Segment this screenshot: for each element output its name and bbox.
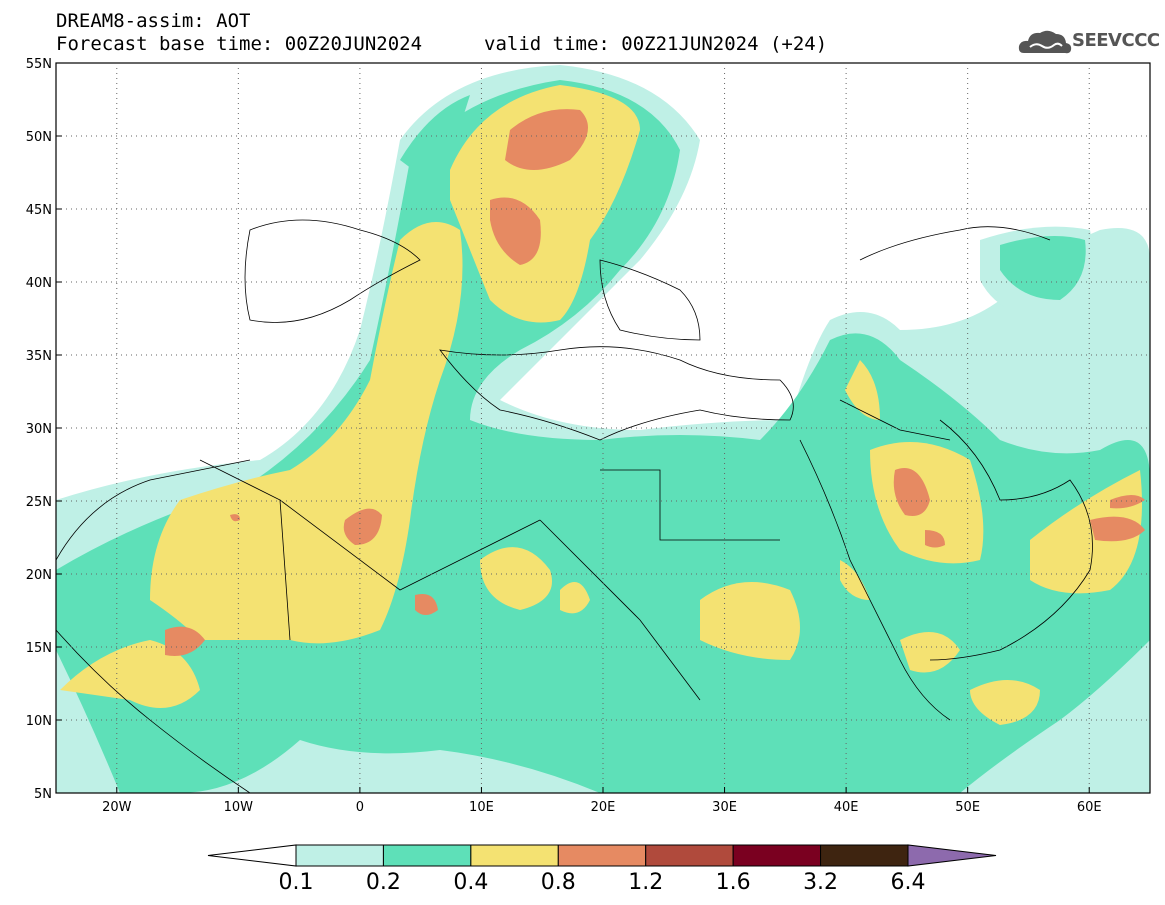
coastlines <box>56 219 1093 793</box>
valid-time: valid time: 00Z21JUN2024 (+24) <box>484 33 828 55</box>
colorbar-level-label: 6.4 <box>890 870 926 895</box>
gridlines <box>56 63 1150 793</box>
colorbar-segment <box>732 844 822 867</box>
colorbar-over-triangle <box>907 844 997 867</box>
x-tick-label: 40E <box>834 800 859 815</box>
colorbar-segment <box>645 844 734 867</box>
x-tick-label: 30E <box>712 800 737 815</box>
y-tick-label: 10N <box>26 714 52 729</box>
colorbar-level-label: 3.2 <box>803 870 839 895</box>
colorbar <box>207 844 997 867</box>
colorbar-segment <box>820 844 909 867</box>
x-tick-label: 10W <box>224 800 254 815</box>
y-tick-label: 45N <box>26 203 52 218</box>
aot-band-0.4 <box>60 85 1142 725</box>
colorbar-level-label: 0.2 <box>365 870 401 895</box>
colorbar-level-label: 0.8 <box>540 870 576 895</box>
colorbar-level-label: 1.6 <box>715 870 751 895</box>
y-axis-ticks: 55N 50N 45N 40N 35N 30N 25N 20N 15N 10N 5N <box>26 57 62 802</box>
colorbar-level-label: 0.1 <box>278 870 314 895</box>
y-tick-label: 55N <box>26 57 52 72</box>
y-tick-label: 15N <box>26 641 52 656</box>
y-tick-label: 40N <box>26 276 52 291</box>
colorbar-level-label: 0.4 <box>453 870 489 895</box>
y-tick-label: 20N <box>26 568 52 583</box>
x-tick-label: 50E <box>955 800 980 815</box>
colorbar-segment <box>295 844 384 867</box>
logo-text: SEEVCCC <box>1072 30 1160 51</box>
colorbar-level-label: 1.2 <box>628 870 664 895</box>
x-axis-ticks: 20W 10W 0 10E 20E 30E 40E 50E 60E <box>102 787 1102 815</box>
y-tick-label: 5N <box>34 787 52 802</box>
colorbar-under-triangle <box>207 844 297 867</box>
chart-title: DREAM8-assim: AOT <box>56 10 251 32</box>
x-tick-label: 20W <box>102 800 132 815</box>
y-tick-label: 35N <box>26 349 52 364</box>
forecast-base-time: Forecast base time: 00Z20JUN2024 <box>56 33 423 55</box>
aot-band-0.8 <box>165 109 1145 656</box>
y-tick-label: 25N <box>26 495 52 510</box>
colorbar-segment <box>557 844 647 867</box>
x-tick-label: 0 <box>356 800 364 815</box>
colorbar-segment <box>470 844 559 867</box>
x-tick-label: 60E <box>1077 800 1102 815</box>
colorbar-segment <box>382 844 472 867</box>
x-tick-label: 10E <box>469 800 494 815</box>
cloud-icon <box>1018 30 1072 54</box>
x-tick-label: 20E <box>591 800 616 815</box>
y-tick-label: 30N <box>26 422 52 437</box>
y-tick-label: 50N <box>26 130 52 145</box>
